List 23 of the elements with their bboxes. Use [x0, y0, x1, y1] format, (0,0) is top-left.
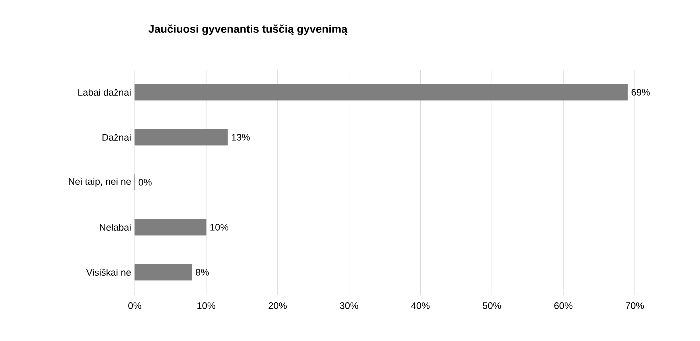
x-tick-label: 20% [268, 302, 287, 310]
bar [134, 129, 228, 146]
data-label: 69% [632, 89, 650, 96]
bar [134, 219, 207, 236]
data-label: 0% [138, 179, 152, 186]
bar [134, 84, 628, 101]
data-label: 13% [232, 134, 250, 141]
x-tick-label: 30% [340, 302, 358, 310]
y-tick-label: Labai dažnai [78, 89, 131, 96]
y-tick-label: Nelabai [100, 224, 131, 231]
y-tick-label: Dažnai [102, 134, 131, 141]
bar [134, 264, 192, 281]
y-tick-label: Visiškai ne [86, 269, 132, 276]
data-label: 8% [196, 269, 210, 276]
chart-title: Jaučiuosi gyvenantis tuščią gyvenimą [148, 24, 348, 36]
x-tick-label: 50% [483, 302, 502, 310]
data-label: 10% [210, 224, 229, 231]
x-tick-label: 40% [411, 302, 430, 310]
x-tick-label: 10% [198, 302, 216, 310]
x-tick-label: 70% [626, 302, 644, 310]
y-tick-label: Nei taip, nei ne [69, 178, 132, 187]
x-tick-label: 60% [554, 302, 573, 310]
x-tick-label: 0% [128, 302, 142, 310]
